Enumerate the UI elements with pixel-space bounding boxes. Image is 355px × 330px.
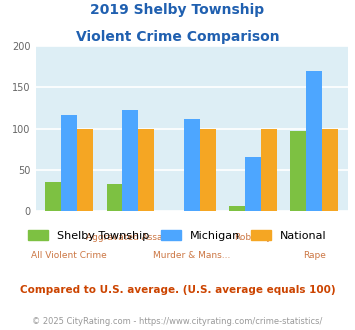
Bar xyxy=(229,206,245,211)
Bar xyxy=(290,131,306,211)
Bar xyxy=(61,115,77,211)
Bar xyxy=(200,129,215,211)
Bar xyxy=(122,110,138,211)
Text: Violent Crime Comparison: Violent Crime Comparison xyxy=(76,30,279,44)
Bar xyxy=(261,129,277,211)
Bar xyxy=(245,157,261,211)
Text: Aggravated Assault: Aggravated Assault xyxy=(86,233,175,242)
Bar xyxy=(322,129,338,211)
Bar xyxy=(306,71,322,211)
Text: Robbery: Robbery xyxy=(234,233,272,242)
Text: 2019 Shelby Township: 2019 Shelby Township xyxy=(91,3,264,17)
Legend: Shelby Township, Michigan, National: Shelby Township, Michigan, National xyxy=(28,230,327,241)
Text: Rape: Rape xyxy=(303,251,326,260)
Bar xyxy=(45,182,61,211)
Bar xyxy=(106,184,122,211)
Text: Compared to U.S. average. (U.S. average equals 100): Compared to U.S. average. (U.S. average … xyxy=(20,285,335,295)
Bar xyxy=(77,129,93,211)
Bar xyxy=(138,129,154,211)
Bar xyxy=(184,119,200,211)
Text: All Violent Crime: All Violent Crime xyxy=(31,251,107,260)
Text: Murder & Mans...: Murder & Mans... xyxy=(153,251,230,260)
Text: © 2025 CityRating.com - https://www.cityrating.com/crime-statistics/: © 2025 CityRating.com - https://www.city… xyxy=(32,317,323,326)
